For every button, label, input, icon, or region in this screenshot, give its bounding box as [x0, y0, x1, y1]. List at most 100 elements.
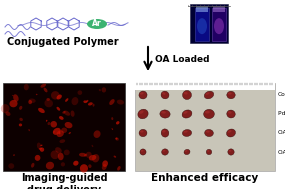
- Ellipse shape: [29, 98, 36, 103]
- Ellipse shape: [53, 128, 61, 135]
- Ellipse shape: [162, 130, 166, 133]
- Ellipse shape: [228, 111, 232, 114]
- Ellipse shape: [139, 111, 144, 114]
- Ellipse shape: [9, 100, 17, 107]
- Ellipse shape: [91, 145, 93, 147]
- Ellipse shape: [58, 153, 64, 160]
- Ellipse shape: [102, 87, 106, 93]
- Ellipse shape: [228, 92, 232, 95]
- Text: Pdots only: Pdots only: [278, 112, 285, 116]
- Ellipse shape: [56, 94, 62, 99]
- Ellipse shape: [5, 111, 11, 116]
- Ellipse shape: [65, 98, 68, 102]
- Ellipse shape: [140, 149, 146, 155]
- Ellipse shape: [50, 121, 57, 128]
- Ellipse shape: [40, 145, 42, 146]
- Ellipse shape: [205, 111, 210, 114]
- Ellipse shape: [19, 118, 23, 121]
- Ellipse shape: [102, 160, 108, 167]
- Ellipse shape: [69, 132, 71, 134]
- Ellipse shape: [183, 111, 188, 114]
- Ellipse shape: [184, 92, 188, 94]
- Bar: [135, 83, 275, 90]
- Ellipse shape: [111, 128, 113, 130]
- Ellipse shape: [46, 98, 50, 101]
- Ellipse shape: [24, 84, 29, 90]
- Ellipse shape: [60, 139, 65, 143]
- Ellipse shape: [109, 99, 115, 105]
- Ellipse shape: [39, 148, 42, 150]
- Text: Control: Control: [278, 92, 285, 98]
- Ellipse shape: [44, 99, 53, 107]
- Ellipse shape: [161, 111, 166, 114]
- Bar: [196, 6, 208, 12]
- Ellipse shape: [227, 110, 235, 118]
- Ellipse shape: [19, 123, 22, 126]
- Ellipse shape: [35, 155, 40, 161]
- Bar: [213, 6, 225, 12]
- Ellipse shape: [206, 130, 210, 133]
- Ellipse shape: [182, 110, 192, 118]
- Ellipse shape: [28, 129, 30, 131]
- Ellipse shape: [115, 138, 118, 140]
- Ellipse shape: [89, 155, 96, 160]
- Ellipse shape: [183, 91, 192, 99]
- Ellipse shape: [80, 164, 88, 173]
- Ellipse shape: [88, 164, 91, 168]
- Ellipse shape: [139, 91, 147, 99]
- Ellipse shape: [205, 92, 209, 95]
- Ellipse shape: [93, 104, 95, 107]
- Ellipse shape: [117, 166, 121, 170]
- Ellipse shape: [55, 147, 62, 153]
- Text: Enhanced efficacy: Enhanced efficacy: [151, 173, 258, 183]
- Text: OA Loaded: OA Loaded: [155, 54, 209, 64]
- Ellipse shape: [204, 91, 214, 99]
- Ellipse shape: [184, 131, 188, 133]
- Ellipse shape: [71, 110, 75, 117]
- Ellipse shape: [13, 94, 19, 102]
- Bar: [135, 83, 275, 171]
- Ellipse shape: [40, 147, 44, 152]
- Ellipse shape: [162, 150, 166, 152]
- Ellipse shape: [59, 116, 64, 120]
- Ellipse shape: [228, 149, 234, 155]
- Ellipse shape: [53, 131, 55, 133]
- Ellipse shape: [113, 156, 116, 158]
- Ellipse shape: [86, 100, 88, 102]
- Bar: [195, 8, 209, 41]
- Ellipse shape: [50, 150, 59, 159]
- Ellipse shape: [161, 91, 169, 99]
- Ellipse shape: [78, 90, 82, 95]
- Ellipse shape: [84, 100, 87, 103]
- Ellipse shape: [84, 154, 87, 157]
- Ellipse shape: [28, 100, 32, 104]
- Ellipse shape: [229, 150, 231, 152]
- Ellipse shape: [162, 92, 166, 95]
- Ellipse shape: [62, 111, 66, 114]
- Ellipse shape: [93, 130, 101, 138]
- Ellipse shape: [56, 130, 64, 137]
- Ellipse shape: [115, 137, 119, 141]
- Bar: [190, 4, 228, 43]
- Ellipse shape: [13, 154, 15, 156]
- Ellipse shape: [59, 132, 60, 134]
- Ellipse shape: [227, 129, 235, 137]
- Ellipse shape: [99, 89, 101, 91]
- Ellipse shape: [88, 102, 93, 105]
- Text: Imaging-guided
drug delivery: Imaging-guided drug delivery: [21, 173, 107, 189]
- Ellipse shape: [102, 164, 107, 170]
- Ellipse shape: [79, 153, 86, 157]
- Ellipse shape: [227, 91, 235, 99]
- Ellipse shape: [185, 150, 188, 152]
- Text: OA-loaded Pdots: OA-loaded Pdots: [278, 149, 285, 154]
- Ellipse shape: [228, 130, 232, 133]
- Ellipse shape: [117, 100, 124, 105]
- Ellipse shape: [161, 129, 169, 137]
- Ellipse shape: [44, 88, 48, 92]
- Ellipse shape: [205, 129, 213, 137]
- Ellipse shape: [92, 154, 99, 162]
- Ellipse shape: [162, 149, 168, 155]
- Ellipse shape: [56, 107, 60, 111]
- Ellipse shape: [86, 152, 92, 158]
- Text: Conjugated Polymer: Conjugated Polymer: [7, 37, 119, 47]
